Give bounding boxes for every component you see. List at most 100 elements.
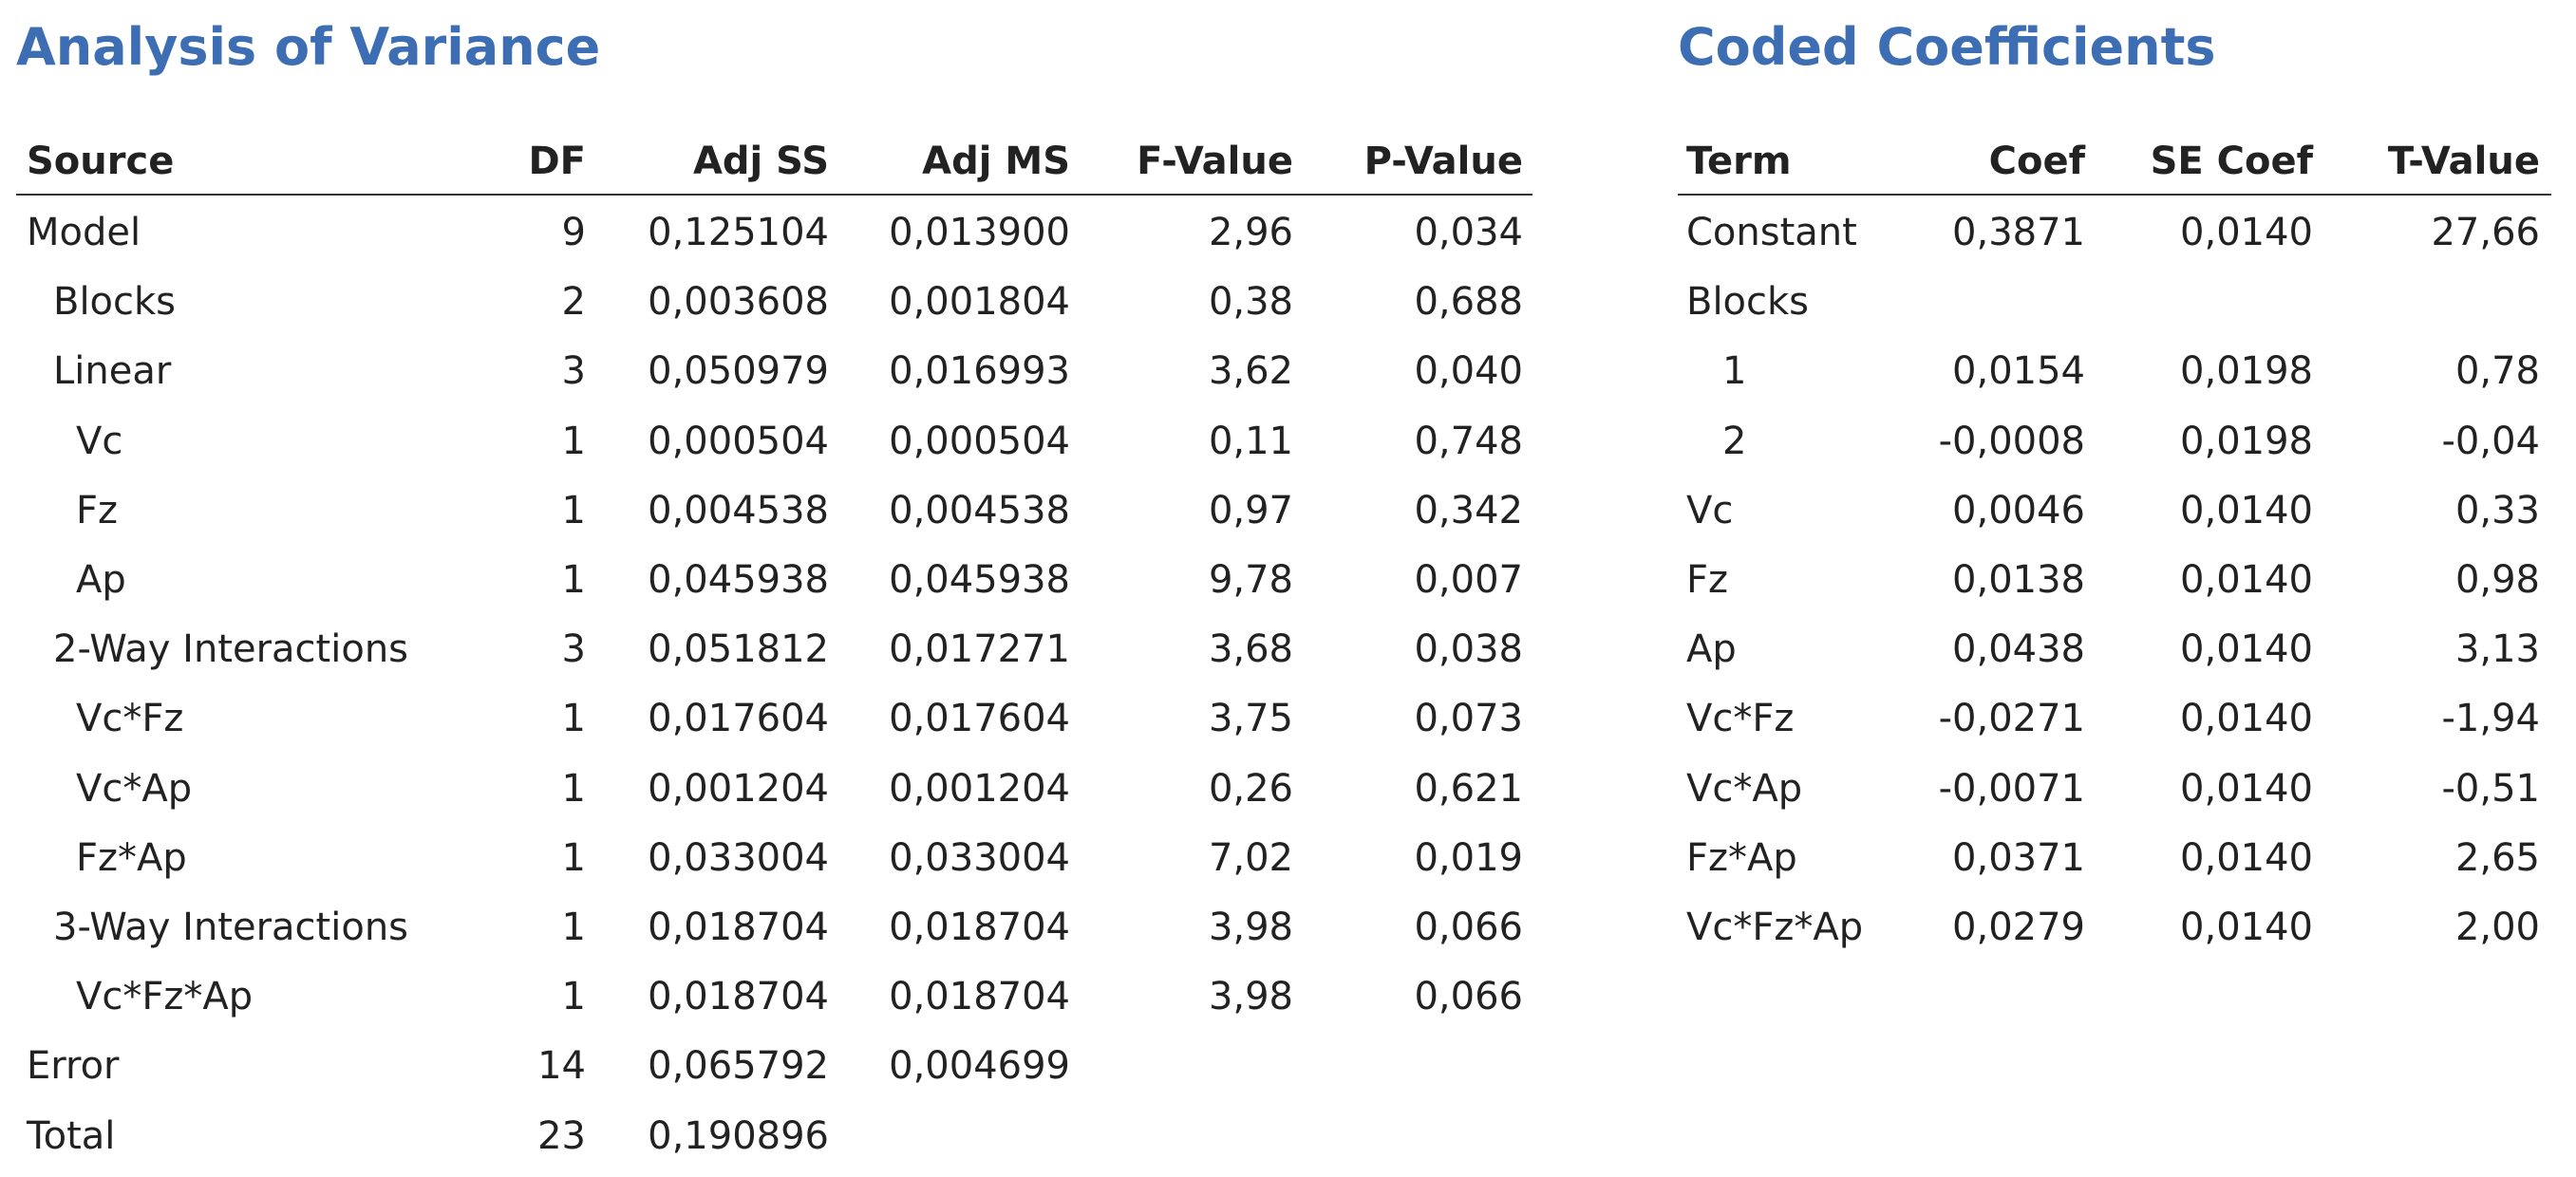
table-cell: 0,0140 — [2180, 558, 2313, 602]
column-header: DF — [528, 140, 586, 183]
table-cell: 0,004538 — [648, 488, 829, 532]
table-cell: 0,066 — [1414, 906, 1523, 949]
table-cell: -1,94 — [2441, 697, 2541, 741]
row-label: Linear — [53, 349, 172, 394]
row-label: Vc*Ap — [1686, 766, 1803, 811]
row-label: Vc*Fz*Ap — [1686, 906, 1864, 949]
coefficients-title: Coded Coefficients — [1678, 17, 2216, 77]
table-cell: 2,96 — [1208, 211, 1293, 254]
row-label: Fz*Ap — [1686, 835, 1797, 880]
table-cell: 1 — [561, 906, 586, 949]
table-cell: 0,004538 — [889, 488, 1070, 532]
table-cell: 0,0138 — [1952, 558, 2085, 602]
table-cell: 0,748 — [1414, 419, 1523, 463]
table-cell: 0,0140 — [2180, 627, 2313, 672]
row-label: Fz — [1686, 558, 1729, 602]
table-cell: 0,0046 — [1952, 488, 2085, 532]
table-cell: 3,13 — [2454, 627, 2540, 672]
table-cell: 1 — [561, 697, 586, 741]
row-label: Blocks — [1686, 280, 1810, 325]
table-cell: 0,98 — [2454, 558, 2540, 602]
table-cell: 0,016993 — [889, 349, 1070, 394]
table-cell: 0,001204 — [648, 766, 829, 811]
row-label: Total — [27, 1113, 116, 1158]
table-cell: 0,001204 — [889, 766, 1070, 811]
row-label: 2 — [1722, 419, 1747, 463]
header-rule — [16, 194, 1532, 196]
table-cell: -0,0271 — [1938, 697, 2085, 741]
row-label: Model — [27, 211, 141, 254]
table-cell: 0,013900 — [889, 211, 1070, 254]
table-cell: 0,0140 — [2180, 766, 2313, 811]
table-cell: 0,0140 — [2180, 835, 2313, 880]
table-cell: 9 — [561, 211, 586, 254]
table-cell: -0,04 — [2441, 419, 2541, 463]
table-cell: 0,007 — [1414, 558, 1523, 602]
table-cell: 0,034 — [1414, 211, 1523, 254]
table-cell: -0,51 — [2441, 766, 2541, 811]
table-cell: 0,018704 — [648, 975, 829, 1019]
table-cell: 0,033004 — [648, 835, 829, 880]
row-label: Vc*Fz — [1686, 697, 1795, 741]
column-header: Source — [27, 140, 175, 183]
table-cell: 0,125104 — [648, 211, 829, 254]
table-cell: 0,017271 — [889, 627, 1070, 672]
column-header: Term — [1686, 140, 1792, 183]
table-cell: 0,050979 — [648, 349, 829, 394]
table-cell: 0,018704 — [889, 906, 1070, 949]
row-label: 3-Way Interactions — [53, 906, 409, 949]
table-cell: 0,0438 — [1952, 627, 2085, 672]
table-cell: 0,38 — [1208, 280, 1293, 325]
column-header: F-Value — [1137, 140, 1293, 183]
table-cell: 0,0140 — [2180, 697, 2313, 741]
table-cell: 0,0198 — [2180, 419, 2313, 463]
table-cell: 1 — [561, 419, 586, 463]
row-label: 2-Way Interactions — [53, 627, 409, 672]
table-cell: 0,045938 — [889, 558, 1070, 602]
table-cell: 0,33 — [2454, 488, 2540, 532]
column-header: T-Value — [2387, 140, 2540, 183]
row-label: Ap — [1686, 627, 1737, 672]
table-cell: 0,621 — [1414, 766, 1523, 811]
table-cell: 0,018704 — [648, 906, 829, 949]
table-cell: 1 — [561, 835, 586, 880]
table-cell: 0,97 — [1208, 488, 1293, 532]
table-cell: 0,0140 — [2180, 488, 2313, 532]
table-cell: 3,75 — [1208, 697, 1293, 741]
row-label: Ap — [76, 558, 126, 602]
row-label: Constant — [1686, 211, 1857, 254]
table-cell: 0,0279 — [1952, 906, 2085, 949]
table-cell: 0,051812 — [648, 627, 829, 672]
table-cell: 3 — [561, 349, 586, 394]
table-cell: 1 — [561, 975, 586, 1019]
table-cell: 3,98 — [1208, 975, 1293, 1019]
row-label: Vc*Ap — [76, 766, 193, 811]
row-label: Error — [27, 1044, 120, 1089]
column-header: Coef — [1988, 140, 2085, 183]
column-header: Adj MS — [922, 140, 1070, 183]
table-cell: 0,017604 — [648, 697, 829, 741]
table-cell: 1 — [561, 766, 586, 811]
table-cell: 3,68 — [1208, 627, 1293, 672]
table-cell: 0,045938 — [648, 558, 829, 602]
column-header: P-Value — [1363, 140, 1523, 183]
table-cell: 23 — [537, 1113, 586, 1158]
table-cell: -0,0008 — [1938, 419, 2085, 463]
table-cell: 0,040 — [1414, 349, 1523, 394]
column-header: Adj SS — [692, 140, 829, 183]
table-cell: 0,066 — [1414, 975, 1523, 1019]
row-label: Vc*Fz — [76, 697, 184, 741]
table-cell: 0,190896 — [648, 1113, 829, 1158]
table-cell: 2,00 — [2454, 906, 2540, 949]
table-cell: 0,000504 — [648, 419, 829, 463]
table-cell: 2,65 — [2454, 835, 2540, 880]
table-cell: 2 — [561, 280, 586, 325]
table-cell: 0,688 — [1414, 280, 1523, 325]
table-cell: 0,018704 — [889, 975, 1070, 1019]
table-cell: 0,000504 — [889, 419, 1070, 463]
row-label: Vc — [1686, 488, 1734, 532]
table-cell: 27,66 — [2431, 211, 2540, 254]
table-cell: 0,073 — [1414, 697, 1523, 741]
table-cell: 0,0198 — [2180, 349, 2313, 394]
table-cell: 0,342 — [1414, 488, 1523, 532]
